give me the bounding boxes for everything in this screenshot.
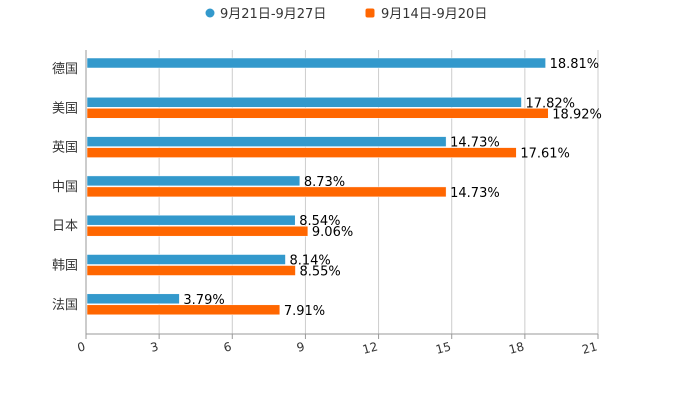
bar-0-3 bbox=[86, 175, 301, 187]
tick-label-2: 6 bbox=[222, 339, 233, 355]
category-label-5: 韩国 bbox=[52, 259, 78, 274]
bar-0-4 bbox=[86, 214, 296, 226]
tick-label-1: 3 bbox=[149, 339, 160, 355]
bar-0-2 bbox=[86, 136, 447, 147]
value-label-1-6: 7.91% bbox=[284, 304, 325, 319]
value-label-0-2: 14.73% bbox=[450, 136, 500, 151]
bar-1-6 bbox=[86, 304, 281, 316]
bar-0-6 bbox=[86, 293, 180, 305]
bars bbox=[86, 57, 549, 316]
bar-0-5 bbox=[86, 254, 286, 265]
tick-label-6: 18 bbox=[507, 339, 525, 356]
legend-marker-1 bbox=[365, 8, 375, 18]
legend-label-0: 9月21日-9月27日 bbox=[220, 7, 326, 22]
value-label-1-5: 8.55% bbox=[299, 265, 340, 280]
tick-label-3: 9 bbox=[295, 339, 306, 355]
category-label-3: 中国 bbox=[52, 180, 78, 195]
value-label-1-3: 14.73% bbox=[450, 186, 500, 201]
bar-1-5 bbox=[86, 265, 296, 276]
legend-marker-0 bbox=[205, 8, 215, 18]
category-label-6: 法国 bbox=[52, 298, 78, 313]
tick-label-7: 21 bbox=[580, 339, 598, 356]
category-label-4: 日本 bbox=[52, 219, 78, 234]
legend-label-1: 9月14日-9月20日 bbox=[381, 7, 487, 22]
value-label-0-4: 8.54% bbox=[299, 214, 340, 229]
bar-0-1 bbox=[86, 97, 522, 108]
tick-label-4: 12 bbox=[361, 339, 379, 356]
value-label-0-6: 3.79% bbox=[183, 293, 224, 308]
value-labels: 18.81% 17.82%18.92% 14.73% 17.61% 8.73% 14.73… bbox=[183, 57, 601, 319]
bar-1-1 bbox=[86, 108, 549, 119]
value-label-0-0: 18.81% bbox=[550, 57, 600, 72]
value-label-1-1: 18.92% bbox=[552, 107, 602, 122]
category-label-1: 美国 bbox=[52, 101, 78, 116]
bar-0-0 bbox=[86, 57, 546, 69]
value-label-0-1: 17.82% bbox=[525, 96, 575, 111]
value-label-1-4: 9.06% bbox=[312, 225, 353, 240]
x-axis-ticks: 0 3 6 9 12 15 18 21 bbox=[76, 334, 599, 357]
tick-label-0: 0 bbox=[76, 339, 87, 355]
bar-1-2 bbox=[86, 147, 517, 158]
bar-1-3 bbox=[86, 186, 447, 198]
value-label-1-2: 17.61% bbox=[520, 147, 570, 162]
category-label-2: 英国 bbox=[52, 141, 78, 156]
legend: 9月21日-9月27日 9月14日-9月20日 bbox=[205, 7, 487, 22]
value-label-0-5: 8.14% bbox=[289, 254, 330, 269]
tick-label-5: 15 bbox=[434, 339, 452, 356]
value-label-0-3: 8.73% bbox=[304, 175, 345, 190]
category-label-0: 德国 bbox=[52, 62, 78, 77]
bar-1-4 bbox=[86, 225, 309, 237]
